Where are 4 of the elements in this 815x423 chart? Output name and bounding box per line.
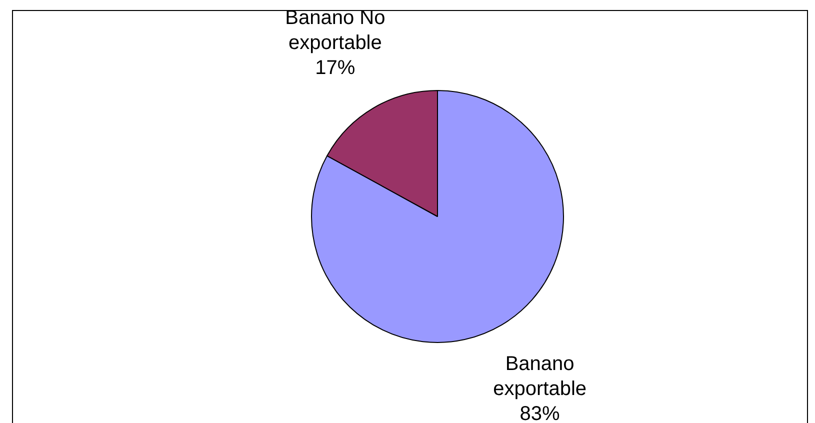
slice-label: Banano No exportable <box>285 7 386 54</box>
data-label: 83% <box>520 403 560 423</box>
slice-label: Banano exportable <box>493 353 587 400</box>
data-label: 17% <box>315 57 356 80</box>
